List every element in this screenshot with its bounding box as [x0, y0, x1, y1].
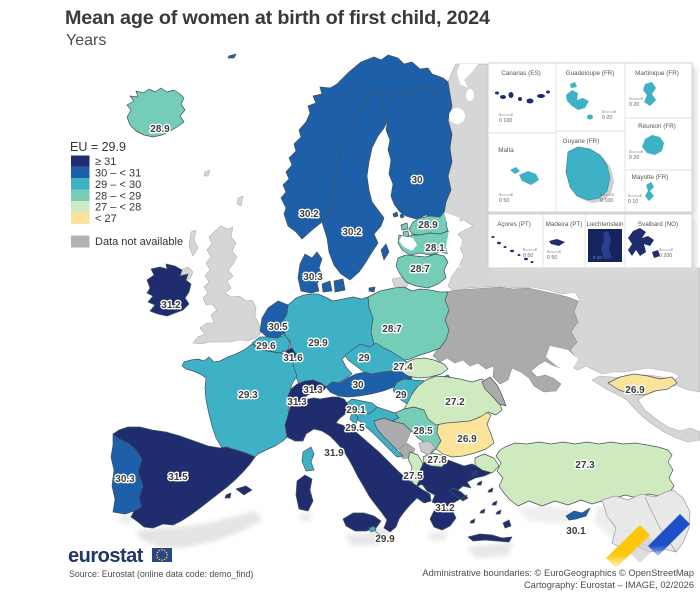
svg-text:31.3: 31.3: [303, 385, 323, 396]
svg-text:29: 29: [358, 353, 370, 364]
svg-text:29: 29: [395, 390, 407, 401]
svg-text:31.2: 31.2: [161, 300, 181, 311]
svg-text:0 100: 0 100: [600, 198, 613, 204]
svg-text:0 50: 0 50: [523, 253, 533, 259]
svg-text:31.3: 31.3: [287, 397, 307, 408]
svg-text:29.6: 29.6: [256, 341, 276, 352]
svg-text:Malta: Malta: [498, 147, 514, 154]
svg-text:30.3: 30.3: [115, 474, 135, 485]
svg-text:30: 30: [352, 380, 364, 391]
svg-text:29.9: 29.9: [308, 338, 328, 349]
svg-text:27.4: 27.4: [393, 362, 413, 373]
svg-text:0 20: 0 20: [629, 155, 639, 161]
svg-text:28.7: 28.7: [410, 264, 430, 275]
svg-text:0 50: 0 50: [547, 255, 557, 261]
svg-text:27 – < 28: 27 – < 28: [95, 202, 141, 214]
svg-text:30 – < 31: 30 – < 31: [95, 168, 141, 180]
svg-text:31.6: 31.6: [283, 353, 303, 364]
svg-text:0 20: 0 20: [602, 115, 612, 121]
svg-text:0 20: 0 20: [629, 102, 639, 108]
svg-text:30.5: 30.5: [268, 322, 288, 333]
svg-text:Administrative boundaries: © E: Administrative boundaries: © EuroGeograp…: [422, 568, 694, 578]
svg-text:29.3: 29.3: [238, 390, 258, 401]
svg-text:28 – < 29: 28 – < 29: [95, 190, 141, 202]
svg-text:0 10: 0 10: [628, 199, 638, 205]
svg-text:0 200: 0 200: [659, 253, 672, 259]
svg-text:31.2: 31.2: [435, 503, 455, 514]
svg-text:28.9: 28.9: [418, 220, 438, 231]
svg-text:Mayotte (FR): Mayotte (FR): [632, 174, 669, 181]
svg-text:Cartography: Eurostat – IMAGE,: Cartography: Eurostat – IMAGE, 02/2026: [524, 580, 694, 590]
svg-text:0 100: 0 100: [499, 118, 512, 124]
svg-text:28.7: 28.7: [382, 324, 402, 335]
svg-text:Guyane (FR): Guyane (FR): [563, 138, 599, 145]
svg-text:29.9: 29.9: [375, 534, 395, 545]
svg-text:30: 30: [411, 175, 423, 186]
svg-text:< 27: < 27: [95, 213, 117, 225]
svg-text:31.9: 31.9: [324, 448, 344, 459]
svg-text:Réunion (FR): Réunion (FR): [638, 123, 676, 130]
svg-text:Source: Eurostat (online data: Source: Eurostat (online data code: demo…: [69, 569, 253, 579]
svg-text:27.2: 27.2: [445, 397, 465, 408]
svg-text:30.3: 30.3: [303, 272, 323, 283]
svg-text:30.2: 30.2: [299, 209, 319, 220]
svg-text:28.9: 28.9: [150, 124, 170, 135]
svg-text:Data not available: Data not available: [95, 236, 183, 248]
svg-text:Canarias (ES): Canarias (ES): [501, 70, 541, 77]
svg-text:28.1: 28.1: [425, 243, 445, 254]
svg-text:≥ 31: ≥ 31: [95, 156, 116, 168]
svg-text:27.3: 27.3: [575, 460, 595, 471]
svg-text:Guadeloupe (FR): Guadeloupe (FR): [566, 70, 615, 77]
svg-text:Açores (PT): Açores (PT): [497, 221, 531, 228]
svg-text:Svalbard (NO): Svalbard (NO): [638, 221, 678, 228]
svg-text:EU = 29.9: EU = 29.9: [70, 140, 126, 154]
svg-text:29 – < 30: 29 – < 30: [95, 179, 141, 191]
svg-text:Martinique (FR): Martinique (FR): [635, 70, 679, 77]
svg-text:26.9: 26.9: [457, 434, 477, 445]
svg-text:0 10: 0 10: [593, 255, 602, 260]
svg-text:29.1: 29.1: [346, 405, 366, 416]
svg-text:eurostat: eurostat: [68, 545, 144, 567]
svg-text:29.5: 29.5: [345, 423, 365, 434]
svg-text:26.9: 26.9: [625, 385, 645, 396]
svg-text:0 50: 0 50: [499, 198, 509, 204]
svg-text:27.8: 27.8: [427, 455, 447, 466]
svg-text:31.5: 31.5: [168, 472, 188, 483]
svg-text:Madeira (PT): Madeira (PT): [546, 221, 583, 228]
svg-text:28.5: 28.5: [413, 426, 433, 437]
svg-text:Liechtenstein: Liechtenstein: [586, 221, 624, 228]
svg-text:30.1: 30.1: [566, 526, 586, 537]
svg-text:27.5: 27.5: [403, 471, 423, 482]
svg-text:30.2: 30.2: [342, 227, 362, 238]
